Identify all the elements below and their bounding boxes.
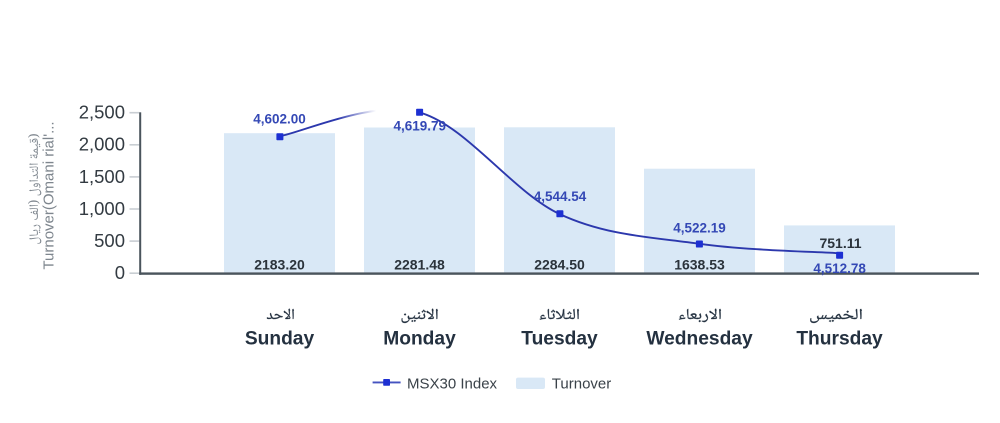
svg-text:2281.48: 2281.48 [394,256,445,272]
svg-text:500: 500 [94,230,125,251]
svg-text:Turnover(Omani rial'...: Turnover(Omani rial'... [41,121,58,269]
svg-text:1,500: 1,500 [79,166,125,187]
svg-text:4,544.54: 4,544.54 [534,189,587,204]
svg-text:Tuesday: Tuesday [521,328,598,349]
svg-text:Sunday: Sunday [245,328,315,349]
svg-text:2,500: 2,500 [79,102,125,123]
svg-text:Turnover: Turnover [552,376,611,393]
svg-text:Thursday: Thursday [796,328,883,349]
svg-text:MSX30 Index: MSX30 Index [407,376,498,393]
svg-text:4,522.19: 4,522.19 [673,221,726,236]
svg-text:2284.50: 2284.50 [534,256,585,272]
svg-text:4,602.00: 4,602.00 [253,111,306,126]
svg-text:4,619.79: 4,619.79 [394,118,447,133]
svg-text:4,512.78: 4,512.78 [813,261,866,276]
svg-text:0: 0 [115,262,125,283]
svg-text:Wednesday: Wednesday [646,328,753,349]
svg-text:Monday: Monday [383,328,456,349]
svg-text:1,000: 1,000 [79,198,125,219]
svg-text:751.11: 751.11 [819,235,861,251]
svg-text:2183.20: 2183.20 [254,256,305,272]
svg-text:1638.53: 1638.53 [674,256,725,272]
svg-text:2,000: 2,000 [79,134,125,155]
